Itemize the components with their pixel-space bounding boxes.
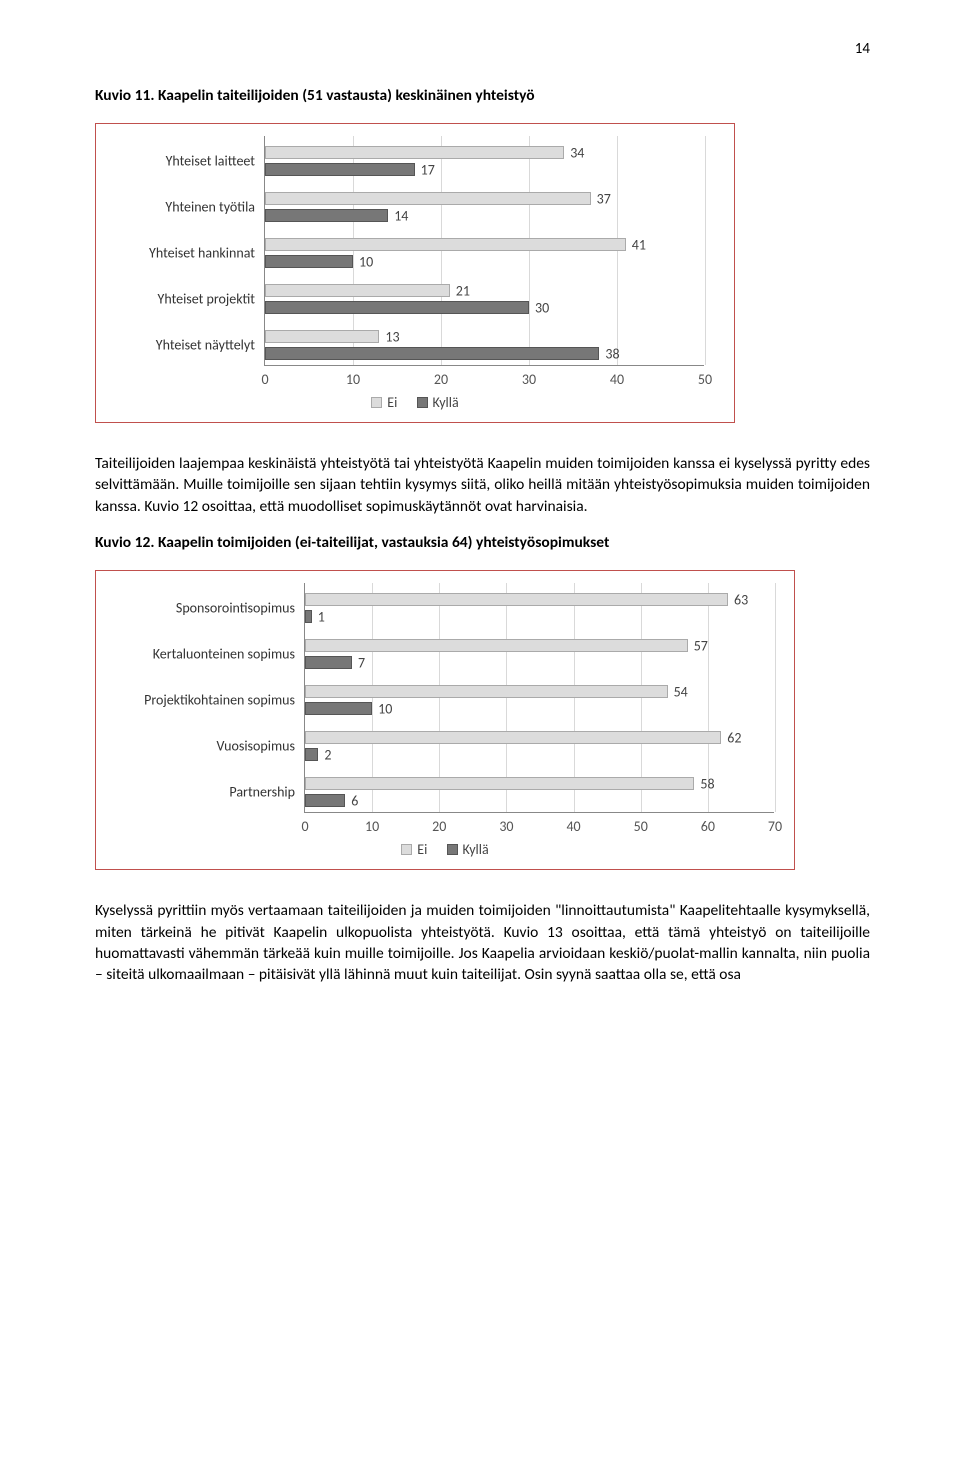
chart-frame-kuvio-12: 0 10 20 30 40 50 60 70 Sponsorointisopimus 63 1 Ker…	[95, 570, 795, 870]
bar-kylla	[305, 794, 345, 807]
legend-label-ei: Ei	[417, 841, 427, 858]
x-tick-label: 30	[522, 371, 536, 388]
swatch-kylla	[447, 844, 458, 855]
bar-kylla	[305, 656, 352, 669]
bar-value-kylla: 17	[421, 161, 435, 178]
chart-kuvio-11: 01020304050Yhteiset laitteet3417Yhteinen…	[114, 136, 724, 366]
legend-label-kylla: Kyllä	[463, 841, 489, 858]
bar-kylla	[265, 301, 529, 314]
swatch-ei	[371, 397, 382, 408]
swatch-ei	[401, 844, 412, 855]
category-label: Sponsorointisopimus	[176, 600, 305, 617]
bar-ei	[305, 639, 688, 652]
bar-value-kylla: 2	[324, 746, 331, 763]
x-tick-label: 10	[365, 818, 379, 835]
category-label: Vuosisopimus	[217, 738, 305, 755]
x-tick-label: 30	[499, 818, 513, 835]
plot-area: 01020304050Yhteiset laitteet3417Yhteinen…	[264, 136, 704, 366]
heading-kuvio-11: Kuvio 11. Kaapelin taiteilijoiden (51 va…	[95, 86, 870, 105]
bar-value-kylla: 10	[378, 700, 392, 717]
bar-ei	[265, 330, 379, 343]
x-tick-label: 0	[261, 371, 268, 388]
x-tick-label: 40	[566, 818, 580, 835]
bar-kylla	[265, 209, 388, 222]
bar-ei	[265, 146, 564, 159]
gridline	[775, 583, 776, 812]
bar-value-kylla: 6	[351, 792, 358, 809]
legend-item-kylla: Kyllä	[417, 394, 459, 411]
bar-value-ei: 62	[727, 729, 741, 746]
bar-value-kylla: 30	[535, 299, 549, 316]
category-label: Partnership	[229, 784, 305, 801]
x-tick-label: 20	[432, 818, 446, 835]
bar-value-kylla: 7	[358, 654, 365, 671]
bar-value-ei: 37	[597, 190, 611, 207]
swatch-kylla	[417, 397, 428, 408]
legend-label-kylla: Kyllä	[433, 394, 459, 411]
plot-area: 010203040506070Sponsorointisopimus631Ker…	[304, 583, 774, 813]
bar-ei	[305, 685, 668, 698]
page-number: 14	[95, 40, 870, 58]
heading-kuvio-12: Kuvio 12. Kaapelin toimijoiden (ei-taite…	[95, 533, 870, 552]
category-label: Yhteiset näyttelyt	[156, 337, 265, 354]
chart-legend: Ei Kyllä	[106, 841, 784, 859]
chart-kuvio-12: 010203040506070Sponsorointisopimus631Ker…	[114, 583, 784, 813]
x-tick-label: 70	[768, 818, 782, 835]
chart-legend: Ei Kyllä	[106, 394, 724, 412]
category-label: Yhteiset projektit	[158, 291, 265, 308]
bar-value-ei: 57	[694, 637, 708, 654]
bar-ei	[305, 731, 721, 744]
legend-item-ei: Ei	[401, 841, 427, 858]
gridline	[705, 136, 706, 365]
x-tick-label: 40	[610, 371, 624, 388]
category-label: Yhteiset laitteet	[166, 153, 265, 170]
bar-value-ei: 13	[385, 328, 399, 345]
bar-value-ei: 63	[734, 591, 748, 608]
bar-ei	[265, 284, 450, 297]
bar-value-ei: 41	[632, 236, 646, 253]
bar-kylla	[265, 163, 415, 176]
legend-item-ei: Ei	[371, 394, 397, 411]
category-label: Yhteinen työtila	[165, 199, 265, 216]
bar-kylla	[265, 255, 353, 268]
bar-kylla	[305, 702, 372, 715]
bar-ei	[305, 777, 694, 790]
legend-label-ei: Ei	[387, 394, 397, 411]
bar-value-kylla: 10	[359, 253, 373, 270]
bar-value-ei: 21	[456, 282, 470, 299]
bar-ei	[265, 192, 591, 205]
x-tick-label: 20	[434, 371, 448, 388]
bar-kylla	[265, 347, 599, 360]
bar-value-kylla: 14	[394, 207, 408, 224]
chart-frame-kuvio-11: 0 10 20 30 40 50 Yhteiset laitteet 34 17 Yhteinen…	[95, 123, 735, 423]
x-tick-label: 0	[301, 818, 308, 835]
x-tick-label: 50	[698, 371, 712, 388]
bar-kylla	[305, 748, 318, 761]
bar-ei	[265, 238, 626, 251]
bar-ei	[305, 593, 728, 606]
bar-kylla	[305, 610, 312, 623]
category-label: Projektikohtainen sopimus	[144, 692, 305, 709]
legend-item-kylla: Kyllä	[447, 841, 489, 858]
x-tick-label: 10	[346, 371, 360, 388]
bar-value-kylla: 38	[605, 345, 619, 362]
bar-value-kylla: 1	[318, 608, 325, 625]
x-tick-label: 60	[701, 818, 715, 835]
bar-value-ei: 58	[700, 775, 714, 792]
x-tick-label: 50	[634, 818, 648, 835]
category-label: Kertaluonteinen sopimus	[153, 646, 305, 663]
paragraph-2: Kyselyssä pyrittiin myös vertaamaan tait…	[95, 900, 870, 986]
bar-value-ei: 54	[674, 683, 688, 700]
paragraph-1: Taiteilijoiden laajempaa keskinäistä yht…	[95, 453, 870, 517]
bar-value-ei: 34	[570, 144, 584, 161]
category-label: Yhteiset hankinnat	[149, 245, 265, 262]
